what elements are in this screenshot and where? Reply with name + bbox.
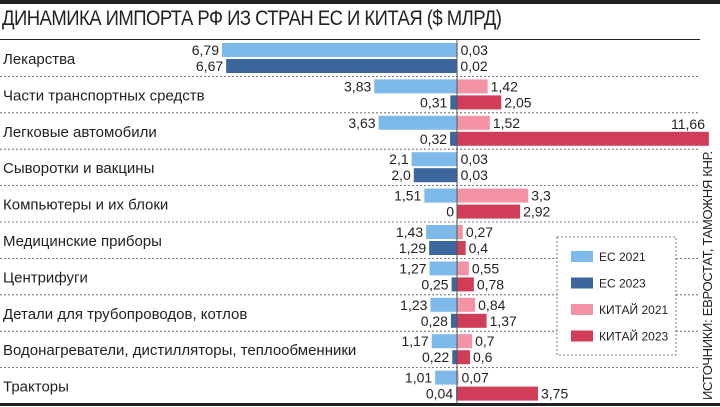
bar-china-2021: [457, 188, 529, 203]
value-label: 6,67: [196, 58, 223, 74]
legend-label: КИТАЙ 2023: [599, 329, 669, 344]
value-label: 1,17: [401, 333, 428, 349]
category-label: Детали для трубопроводов, котлов: [3, 306, 247, 323]
category-label: Тракторы: [3, 379, 69, 396]
chart-title: ДИНАМИКА ИМПОРТА РФ ИЗ СТРАН ЕС И КИТАЯ …: [2, 7, 502, 30]
value-label: 0,03: [461, 42, 488, 58]
bar-china-2021: [457, 115, 490, 130]
category-label: Легковые автомобили: [3, 124, 157, 141]
bar-eu-2023: [450, 131, 457, 146]
value-label: 0,31: [420, 94, 447, 110]
bottom-rule: [0, 403, 720, 406]
value-label: 1,29: [399, 240, 426, 256]
bar-china-2023: [457, 350, 470, 365]
value-label: 0,78: [477, 276, 504, 292]
bar-eu-2021: [378, 115, 457, 130]
value-label: 0,28: [421, 313, 448, 329]
category-label: Водонагреватели, дистилляторы, теплообме…: [3, 342, 356, 359]
legend-label: ЕС 2021: [599, 250, 646, 264]
value-label: 0,03: [461, 167, 488, 183]
bar-eu-2021: [411, 152, 457, 167]
bar-china-2023: [457, 204, 521, 219]
value-label: 0,55: [472, 260, 499, 276]
value-label: 6,79: [192, 42, 219, 58]
category-label: Медицинские приборы: [3, 233, 162, 250]
category-label: Части транспортных средств: [3, 87, 205, 104]
value-label: 11,66: [671, 116, 705, 132]
bar-eu-2021: [431, 334, 457, 349]
value-label: 1,01: [405, 370, 432, 386]
value-label: 3,83: [344, 78, 371, 94]
bar-eu-2023: [226, 59, 457, 73]
value-label: 0,02: [460, 58, 487, 74]
category-label: Сыворотки и вакцины: [3, 160, 154, 177]
category-label: Центрифуги: [3, 269, 88, 286]
value-label: 0,84: [478, 297, 505, 313]
bar-eu-2023: [450, 313, 457, 328]
bar-eu-2021: [426, 225, 457, 239]
bar-eu-2023: [450, 95, 457, 110]
value-label: 1,23: [400, 297, 427, 313]
value-label: 2,92: [523, 204, 550, 220]
bar-china-2021: [457, 370, 459, 385]
bar-china-2023: [457, 313, 487, 328]
value-label: 0,25: [421, 276, 448, 292]
legend-swatch: [571, 277, 593, 289]
bar-eu-2023: [413, 168, 457, 183]
legend-swatch: [571, 330, 593, 342]
value-label: 3,3: [531, 188, 551, 204]
bar-china-2023: [457, 277, 474, 292]
bar-china-2021: [457, 79, 488, 94]
bar-eu-2023: [452, 350, 457, 365]
value-label: 2,0: [391, 167, 411, 183]
bar-china-2021: [457, 225, 463, 239]
bar-china-2023: [457, 386, 538, 401]
legend-swatch: [571, 251, 593, 262]
legend-swatch: [571, 304, 593, 315]
bar-eu-2021: [429, 261, 457, 276]
bar-china-2023: [457, 241, 466, 255]
value-label: 1,42: [491, 78, 518, 94]
bar-eu-2021: [435, 370, 457, 385]
value-label: 3,75: [541, 386, 568, 402]
bar-eu-2021: [424, 188, 457, 203]
value-label: 0,22: [422, 349, 449, 365]
bar-china-2023: [457, 95, 502, 110]
bar-china-2021: [457, 261, 469, 276]
legend-label: ЕС 2023: [599, 277, 646, 291]
value-label: 0,4: [469, 240, 489, 256]
bar-eu-2021: [222, 43, 457, 57]
value-label: 0,03: [461, 151, 488, 167]
value-label: 0,27: [466, 224, 493, 240]
value-label: 0,07: [462, 370, 489, 386]
value-label: 0,7: [475, 333, 495, 349]
value-label: 1,27: [399, 260, 426, 276]
bar-eu-2023: [451, 277, 457, 292]
source-note: ИСТОЧНИКИ: ЕВРОСТАТ, ТАМОЖНЯ КНР.: [700, 151, 715, 400]
top-rule: [0, 0, 720, 4]
value-label: 1,37: [490, 313, 517, 329]
value-label: 0,32: [420, 131, 447, 147]
value-label: 0,6: [473, 349, 493, 365]
value-label: 1,52: [493, 115, 520, 131]
bar-china-2023: [457, 131, 709, 146]
value-label: 3,63: [348, 115, 375, 131]
category-label: Компьютеры и их блоки: [3, 197, 168, 214]
value-label: 2,05: [504, 94, 531, 110]
legend-label: КИТАЙ 2021: [599, 302, 669, 317]
value-label: 0,04: [426, 386, 453, 402]
value-label: 1,51: [394, 188, 421, 204]
bar-eu-2023: [429, 241, 457, 255]
bar-china-2021: [457, 334, 473, 349]
bar-eu-2021: [374, 79, 457, 94]
bar-eu-2021: [430, 297, 457, 312]
category-label: Лекарства: [3, 51, 76, 68]
value-label: 2,1: [389, 151, 409, 167]
value-label: 1,43: [396, 224, 423, 240]
bar-china-2021: [457, 297, 476, 312]
value-label: 0: [446, 204, 454, 220]
